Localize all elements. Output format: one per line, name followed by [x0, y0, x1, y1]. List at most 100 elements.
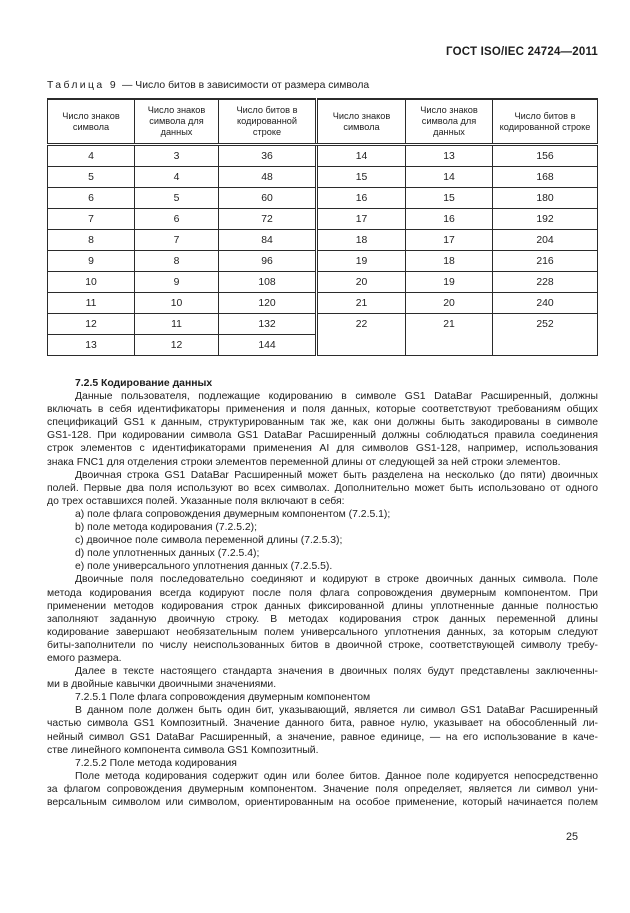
paragraph-line: GS1-128. При кодировании символа GS1 Dat… [47, 430, 598, 442]
paragraph-line: ми в двойные кавычки двоичными значениям… [47, 679, 277, 691]
table-cell: 12 [47, 313, 135, 335]
table-cell: 17 [405, 229, 493, 251]
table-cell: 36 [218, 144, 317, 167]
table-cell: 16 [315, 187, 406, 209]
paragraph-line: версальным символом или символом, ориент… [47, 797, 598, 808]
table-cell: 3 [134, 144, 219, 167]
table-header-cell: Число знаков символа [315, 98, 406, 146]
table-cell: 5 [47, 166, 135, 188]
table-cell: 6 [134, 208, 219, 230]
body-text: 7.2.5 Кодирование данных Данные пользоват… [47, 377, 598, 809]
paragraph-line: Двоичные поля последовательно соединяют … [75, 574, 598, 586]
paragraph-line: за флагом сопровождения двумерным компон… [47, 783, 598, 795]
table-header-cell: Число знаков символа [47, 98, 135, 146]
table-cell: 21 [405, 313, 493, 356]
table-cell: 10 [47, 271, 135, 293]
table-cell: 11 [47, 292, 135, 314]
table-cell: 5 [134, 187, 219, 209]
table-caption-label: Таблица 9 [47, 80, 119, 91]
table-cell: 216 [492, 250, 598, 272]
table-head: Число знаков символа Число знаков символ… [47, 98, 598, 146]
table-cell: 12 [134, 334, 219, 356]
paragraph-line: спецификаций GS1 к данным, структурирова… [47, 417, 598, 429]
table-cell: 18 [315, 229, 406, 251]
table-cell: 20 [405, 292, 493, 314]
table-cell: 60 [218, 187, 317, 209]
table-row: 13 12 144 [47, 334, 598, 356]
table-cell: 20 [315, 271, 406, 293]
table-cell: 132 [218, 313, 317, 335]
table-caption: Таблица 9— Число битов в зависимости от … [47, 80, 598, 91]
table-cell: 48 [218, 166, 317, 188]
table-cell: 15 [315, 166, 406, 188]
table-cell: 8 [47, 229, 135, 251]
table-header-cell: Число битов в кодированной строке [492, 98, 598, 146]
table-row: 10 9 108 20 19 228 [47, 271, 598, 293]
table-cell: 21 [315, 292, 406, 314]
paragraph-line: частью символа GS1 Композитный. Значение… [47, 718, 598, 730]
table-cell: 96 [218, 250, 317, 272]
bits-per-symbol-table: Число знаков символа Число знаков символ… [47, 98, 598, 356]
table-header-cell: Число знаков символа для данных [405, 98, 493, 146]
paragraph-line: Далее в тексте настоящего стандарта знач… [75, 666, 598, 678]
paragraph-line: емого размера. [47, 652, 122, 664]
table-cell: 14 [405, 166, 493, 188]
table-cell: 180 [492, 187, 598, 209]
doc-header: ГОСТ ISO/IEC 24724—2011 [446, 46, 598, 58]
table-cell: 120 [218, 292, 317, 314]
paragraph-line: заполняют заданную двоичную строку. В ме… [47, 613, 598, 625]
table-cell: 4 [134, 166, 219, 188]
table-cell: 228 [492, 271, 598, 293]
paragraph-line: В данном поле должен быть один бит, указ… [75, 705, 598, 717]
paragraph-line: полей. Первые два поля используют во все… [47, 482, 598, 494]
table-cell: 18 [405, 250, 493, 272]
table-cell: 72 [218, 208, 317, 230]
table-row: 11 10 120 21 20 240 [47, 292, 598, 314]
list-item: a) поле флага сопровождения двумерным ко… [75, 508, 391, 520]
table-body: 4 3 36 14 13 156 5 4 48 15 14 168 6 5 60 16 15 180 7 6 72 17 1… [47, 144, 598, 356]
table-caption-text: — Число битов в зависимости от размера с… [122, 80, 370, 91]
table-row: 4 3 36 14 13 156 [47, 144, 598, 167]
paragraph-line: нейный символ GS1 DataBar Расширенный, а… [47, 731, 598, 743]
table-row: 5 4 48 15 14 168 [47, 166, 598, 188]
table-cell: 168 [492, 166, 598, 188]
table-row: 9 8 96 19 18 216 [47, 250, 598, 272]
table-row: 12 11 132 22 21 252 [47, 313, 598, 356]
table-cell: 13 [405, 144, 493, 167]
table-cell: 4 [47, 144, 135, 167]
table-cell: 11 [134, 313, 219, 335]
paragraph-line: до трех оставшихся полей. Указанные поля… [47, 495, 345, 507]
paragraph-line: знака FNC1 для отделения строки элементо… [47, 456, 561, 468]
table-cell: 6 [47, 187, 135, 209]
table-header-row: Число знаков символа Число знаков символ… [47, 98, 598, 146]
paragraph-line: Данные пользователя, подлежащие кодирова… [75, 391, 598, 403]
table-cell: 16 [405, 208, 493, 230]
table-cell: 17 [315, 208, 406, 230]
paragraph-line: биты-заполнители по числу неиспользованн… [47, 639, 598, 651]
list-item: b) поле метода кодирования (7.2.5.2); [75, 522, 257, 534]
list-item: e) поле универсального уплотнения данных… [75, 561, 333, 573]
table-cell: 108 [218, 271, 317, 293]
table-cell: 144 [218, 334, 317, 356]
table-cell: 9 [134, 271, 219, 293]
table-row: 8 7 84 18 17 204 [47, 229, 598, 251]
table-row: 7 6 72 17 16 192 [47, 208, 598, 230]
paragraph-line: кодирование завершают необязательным пол… [47, 626, 598, 638]
table-cell: 240 [492, 292, 598, 314]
table-cell: 13 [47, 334, 135, 356]
subsection-heading: 7.2.5.2 Поле метода кодирования [75, 757, 237, 769]
paragraph-line: строк элементов с идентификаторами приме… [47, 443, 598, 455]
table-cell: 84 [218, 229, 317, 251]
paragraph-line: стве линейного компонента символа GS1 Ко… [47, 744, 319, 756]
list-item: c) двоичное поле символа переменной длин… [75, 535, 343, 547]
table-cell: 22 [315, 313, 406, 356]
table-cell: 7 [134, 229, 219, 251]
list-item: d) поле уплотненных данных (7.2.5.4); [75, 548, 260, 560]
paragraph-line: Поле метода кодирования содержит один ил… [75, 770, 598, 782]
section-heading: 7.2.5 Кодирование данных [75, 378, 213, 389]
paragraph-line: включать в себя идентификаторы применени… [47, 404, 598, 416]
table-cell: 19 [315, 250, 406, 272]
table-cell: 156 [492, 144, 598, 167]
table-cell: 10 [134, 292, 219, 314]
